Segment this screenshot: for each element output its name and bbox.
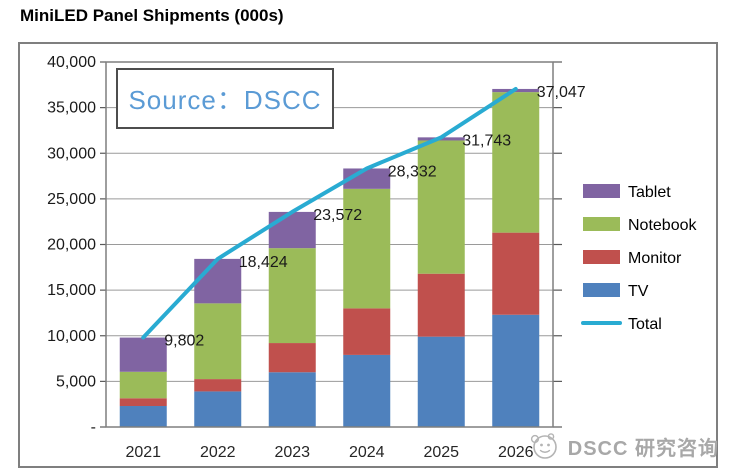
bar-segment-notebook [492, 92, 540, 233]
legend-swatch-monitor [583, 250, 620, 264]
total-data-label: 18,424 [239, 254, 288, 271]
y-tick-label: 5,000 [56, 373, 96, 390]
source-watermark-box: Source：DSCC [116, 68, 334, 129]
y-tick-label: 20,000 [47, 237, 96, 254]
bar-segment-tv [268, 372, 316, 427]
legend-label-monitor: Monitor [628, 250, 682, 267]
bar-segment-monitor [492, 232, 540, 315]
y-tick-label: 10,000 [47, 328, 96, 345]
x-tick-label: 2026 [498, 444, 534, 461]
y-tick-label: 35,000 [47, 100, 96, 117]
total-data-label: 28,332 [388, 163, 437, 180]
bar-segment-notebook [417, 140, 465, 274]
bar-segment-tv [194, 391, 242, 427]
dscc-face-logo-icon [530, 433, 557, 459]
brand-watermark-label: DSCC 研究咨询 [567, 437, 719, 460]
page-title: MiniLED Panel Shipments (000s) [20, 6, 284, 25]
y-tick-label: 25,000 [47, 191, 96, 208]
bar-segment-tv [417, 336, 465, 427]
x-tick-label: 2022 [200, 444, 236, 461]
brand-watermark: DSCC 研究咨询 [528, 430, 719, 462]
bar-segment-notebook [268, 248, 316, 344]
legend-label-notebook: Notebook [628, 217, 697, 234]
y-tick-label: 30,000 [47, 145, 96, 162]
bar-segment-monitor [194, 379, 242, 392]
y-tick-label: 15,000 [47, 282, 96, 299]
bar-segment-notebook [194, 303, 242, 380]
total-data-label: 31,743 [462, 132, 511, 149]
chart-frame: 40,000 35,000 30,000 25,000 20,000 15,000 10,0… [18, 42, 718, 468]
legend-label-total: Total [628, 316, 662, 333]
bar-segment-notebook [119, 371, 167, 399]
legend-swatch-tv [583, 283, 620, 297]
x-tick-label: 2021 [125, 444, 161, 461]
source-label: Source：DSCC [128, 85, 322, 115]
bar-segment-tablet [119, 337, 167, 372]
x-tick-label: 2025 [423, 444, 459, 461]
bar-segment-tv [492, 314, 540, 427]
y-tick-label: 40,000 [47, 54, 96, 71]
bar-segment-notebook [343, 188, 391, 309]
x-tick-label: 2023 [274, 444, 310, 461]
legend-label-tablet: Tablet [628, 184, 671, 201]
bar-segment-monitor [417, 273, 465, 337]
legend-swatch-notebook [583, 217, 620, 231]
x-tick-label: 2024 [349, 444, 385, 461]
bar-segment-monitor [343, 308, 391, 355]
bar-segment-tablet [194, 258, 242, 304]
total-line [141, 86, 518, 340]
bar-segment-monitor [268, 343, 316, 373]
total-data-label: 23,572 [313, 207, 362, 224]
bar-segment-monitor [119, 398, 167, 407]
plot-border [105, 61, 554, 428]
bar-segment-tv [343, 354, 391, 427]
bar-segment-tablet [268, 211, 316, 249]
y-tick-label: - [91, 419, 96, 436]
bar-segment-tv [119, 406, 167, 427]
total-data-label: 9,802 [164, 333, 204, 350]
legend-swatch-tablet [583, 184, 620, 198]
total-data-label: 37,047 [537, 84, 586, 101]
chart-svg: 40,000 35,000 30,000 25,000 20,000 15,000 10,0… [47, 54, 697, 461]
legend-label-tv: TV [628, 283, 649, 300]
